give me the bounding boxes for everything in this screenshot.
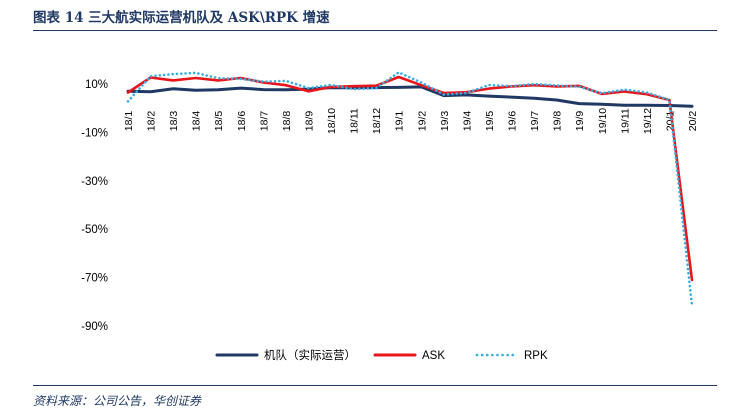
x-tick-label: 19/11: [619, 108, 631, 134]
y-tick-label: -30%: [81, 176, 108, 188]
legend-label: ASK: [422, 350, 445, 362]
x-tick-label: 19/12: [642, 108, 654, 134]
legend-label: 机队（实际运营）: [264, 348, 356, 362]
series-line-2: [126, 75, 694, 282]
x-tick-label: 18/11: [349, 108, 361, 134]
x-tick-label: 19/10: [597, 108, 609, 134]
x-tick-label: 18/7: [258, 111, 270, 132]
x-tick-label: 19/7: [529, 111, 541, 132]
title-rule: [33, 30, 717, 31]
axis-layer: 10% -10% -30% -50% -70% -90% 18/1 18/2 18/3 18/4 1…: [81, 79, 699, 333]
y-tick-label: 10%: [85, 79, 108, 91]
source-note: 资料来源：公司公告，华创证券: [33, 394, 202, 408]
x-tick-label: 18/1: [123, 111, 135, 132]
legend: 机队（实际运营） ASK RPK: [215, 348, 548, 362]
y-tick-label: -70%: [81, 273, 108, 285]
x-tick-label: 18/2: [146, 111, 158, 132]
legend-label: RPK: [524, 350, 548, 362]
y-tick-label: -90%: [81, 321, 108, 333]
x-tick-label: 18/12: [371, 108, 383, 134]
y-tick-label: -10%: [81, 127, 108, 139]
x-tick-label: 19/6: [507, 111, 519, 132]
x-tick-label: 20/2: [687, 111, 699, 132]
x-tick-label: 19/4: [461, 111, 473, 132]
x-tick-label: 19/1: [394, 111, 406, 132]
x-tick-label: 18/3: [168, 111, 180, 132]
x-tick-label: 18/10: [326, 108, 338, 134]
chart-title: 图表 14 三大航实际运营机队及 ASK\RPK 增速: [33, 10, 330, 26]
series-line-1: [126, 85, 694, 108]
x-tick-label: 18/5: [213, 111, 225, 132]
y-tick-label: -50%: [81, 224, 108, 236]
x-tick-label: 19/8: [552, 111, 564, 132]
x-tick-label: 18/8: [281, 111, 293, 132]
x-tick-label: 19/9: [574, 111, 586, 132]
x-tick-label: 19/3: [439, 111, 451, 132]
series-line-3: [126, 71, 694, 308]
x-tick-label: 18/6: [236, 111, 248, 132]
footer-rule: [33, 385, 717, 386]
x-tick-label: 19/5: [484, 111, 496, 132]
series-layer: [126, 71, 694, 308]
x-tick-label: 19/2: [416, 111, 428, 132]
x-tick-label: 18/4: [191, 111, 203, 132]
x-tick-label: 18/9: [303, 111, 315, 132]
